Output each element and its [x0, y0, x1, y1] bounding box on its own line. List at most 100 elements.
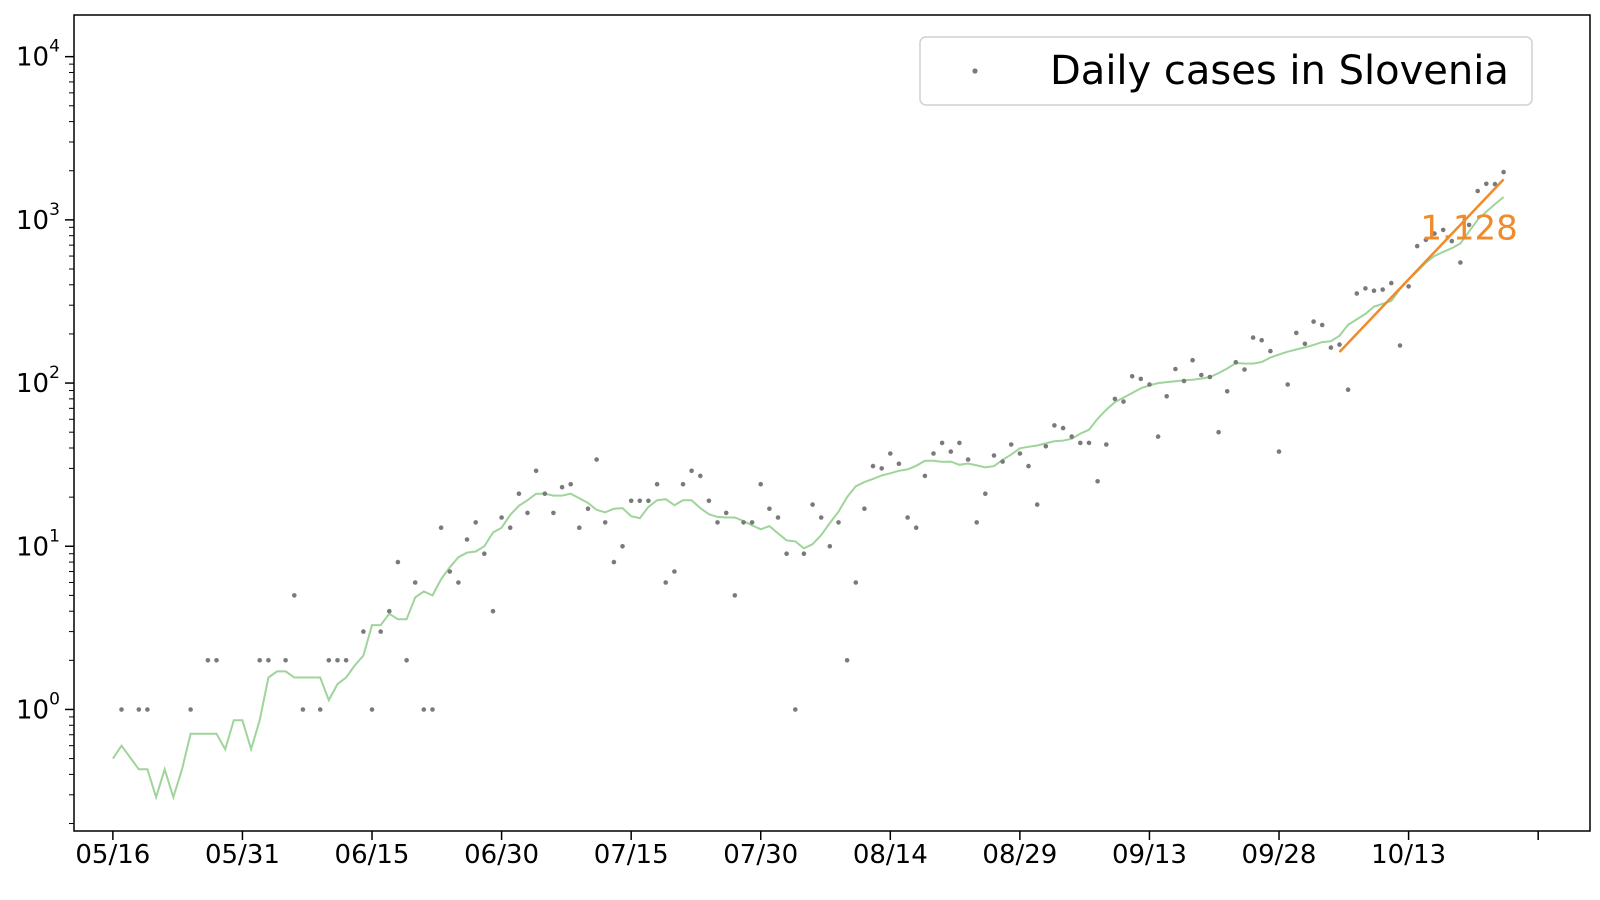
data-point: [257, 658, 263, 663]
data-point: [836, 520, 841, 525]
y-tick-label: 101: [16, 526, 60, 562]
y-tick-label: 102: [16, 363, 60, 399]
y-tick-label: 104: [16, 37, 60, 73]
y-tick-exponent: 0: [49, 689, 60, 709]
data-point: [723, 510, 729, 516]
y-tick-exponent: 3: [49, 200, 60, 220]
data-point: [335, 658, 340, 663]
data-point: [1242, 367, 1247, 372]
data-point: [784, 551, 789, 556]
data-point: [680, 481, 686, 487]
data-point: [214, 658, 219, 663]
data-point: [732, 593, 738, 598]
data-point: [559, 484, 565, 490]
data-point: [1406, 284, 1411, 289]
data-point: [1492, 181, 1498, 187]
data-point: [844, 658, 850, 663]
y-tick-label: 100: [16, 689, 60, 725]
data-point: [939, 440, 945, 446]
data-point: [1363, 286, 1368, 291]
data-point: [1052, 423, 1057, 428]
data-point: [1233, 360, 1239, 365]
data-point: [300, 707, 306, 712]
data-point: [870, 463, 876, 469]
data-point: [1389, 280, 1394, 286]
x-tick-label: 09/28: [1242, 840, 1317, 870]
data-point: [637, 498, 643, 504]
data-point: [793, 707, 798, 712]
data-point: [1121, 399, 1126, 404]
data-point: [1354, 291, 1360, 296]
data-point: [188, 707, 193, 712]
data-point: [1000, 459, 1005, 464]
data-point: [1173, 366, 1178, 372]
data-point: [542, 491, 548, 497]
data-point: [706, 498, 712, 504]
data-point: [447, 569, 453, 574]
data-point: [1129, 374, 1135, 379]
data-point: [689, 468, 694, 474]
data-point: [1475, 188, 1480, 194]
data-point: [1224, 389, 1230, 394]
data-point: [663, 580, 668, 585]
y-tick-exponent: 2: [49, 363, 60, 383]
data-point: [741, 520, 746, 525]
data-point: [775, 515, 781, 520]
data-point: [1147, 382, 1152, 387]
data-point: [1414, 243, 1420, 249]
data-point: [378, 629, 384, 634]
data-point: [1345, 387, 1351, 393]
data-point: [620, 544, 625, 549]
data-point: [205, 658, 211, 663]
data-point: [361, 629, 366, 634]
data-point: [499, 515, 504, 520]
data-point: [473, 520, 479, 525]
data-point: [507, 525, 513, 530]
fit-line: [1338, 178, 1505, 353]
data-point: [533, 468, 539, 474]
data-point: [136, 707, 142, 712]
data-point: [1449, 238, 1455, 244]
data-point: [1259, 337, 1264, 343]
x-tick-label: 08/14: [853, 840, 928, 870]
data-point: [931, 451, 936, 456]
legend-marker: [972, 68, 978, 74]
legend-box: [919, 36, 1533, 106]
data-point: [1397, 343, 1403, 348]
data-point: [905, 515, 910, 520]
data-point: [438, 525, 444, 530]
data-point: [1458, 260, 1463, 265]
data-point: [292, 593, 297, 598]
data-point: [1207, 374, 1213, 380]
data-point: [913, 525, 919, 530]
x-tick-label: 07/30: [723, 840, 798, 870]
data-point: [395, 559, 401, 565]
data-point: [145, 707, 150, 712]
data-point: [957, 440, 962, 446]
data-point: [1311, 319, 1316, 324]
data-point: [922, 473, 928, 479]
data-point: [568, 481, 573, 487]
data-point: [1034, 502, 1040, 507]
data-point: [611, 559, 617, 565]
data-point: [516, 491, 522, 497]
data-point: [818, 515, 824, 520]
legend: Daily cases in Slovenia: [919, 36, 1533, 106]
data-point: [1466, 222, 1472, 228]
y-tick-label: 103: [16, 200, 60, 236]
data-point: [464, 537, 470, 542]
y-tick-exponent: 1: [49, 526, 60, 546]
x-tick-label: 08/29: [982, 840, 1057, 870]
data-point: [1432, 231, 1437, 236]
scatter-points-group: [119, 169, 1506, 712]
data-point: [1095, 479, 1100, 484]
data-point: [266, 658, 271, 663]
annotation-group: 1.128: [1420, 208, 1517, 248]
smoothed-series-line: [112, 196, 1505, 801]
data-point: [1337, 342, 1342, 347]
data-point: [758, 481, 763, 487]
x-tick-label: 07/15: [594, 840, 669, 870]
data-point: [879, 466, 884, 471]
data-point: [326, 658, 332, 663]
